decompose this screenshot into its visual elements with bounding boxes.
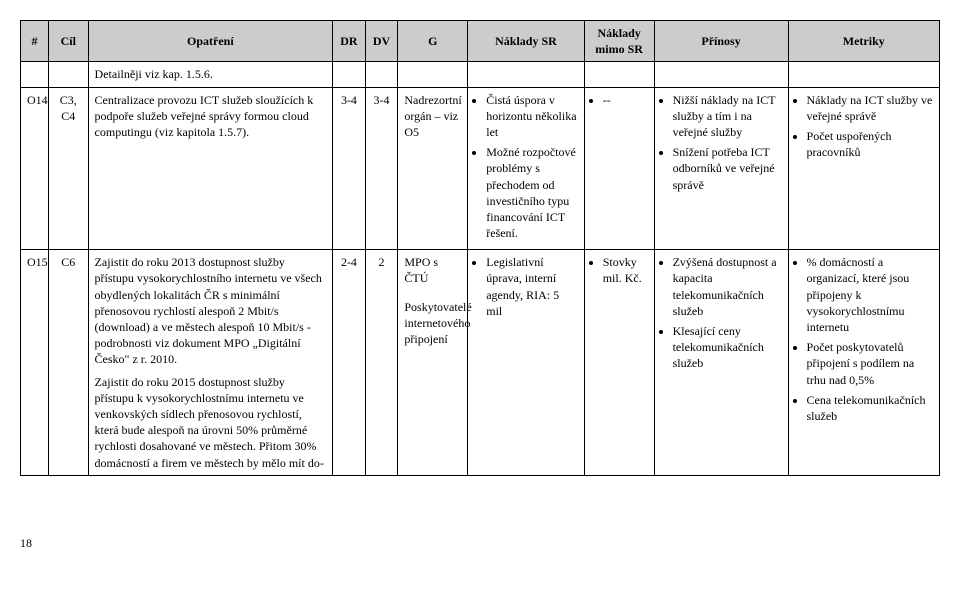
list-item: Počet uspořených pracovníků xyxy=(807,128,933,160)
cell-opatreni: Zajistit do roku 2013 dostupnost služby … xyxy=(88,250,333,475)
cell-empty xyxy=(365,62,398,87)
main-table: # Cíl Opatření DR DV G Náklady SR Náklad… xyxy=(20,20,940,476)
list-item: Cena telekomunikačních služeb xyxy=(807,392,933,424)
cell-metriky: Náklady na ICT služby ve veřejné správě … xyxy=(788,87,939,250)
cell-empty xyxy=(333,62,366,87)
list-item: Legislativní úprava, interní agendy, RIA… xyxy=(486,254,577,319)
g-p1: MPO s ČTÚ xyxy=(404,254,461,286)
col-opatreni: Opatření xyxy=(88,21,333,62)
opatreni-p2: Zajistit do roku 2015 dostupnost služby … xyxy=(95,374,327,471)
col-naklady-sr: Náklady SR xyxy=(468,21,584,62)
cell-naklady-sr: Čistá úspora v horizontu několika let Mo… xyxy=(468,87,584,250)
cell-dr: 3-4 xyxy=(333,87,366,250)
cell-empty xyxy=(584,62,654,87)
cell-empty xyxy=(468,62,584,87)
cell-detail-opatreni: Detailněji viz kap. 1.5.6. xyxy=(88,62,333,87)
table-header-row: # Cíl Opatření DR DV G Náklady SR Náklad… xyxy=(21,21,940,62)
cell-cil: C6 xyxy=(48,250,88,475)
cell-dv: 2 xyxy=(365,250,398,475)
detail-row: Detailněji viz kap. 1.5.6. xyxy=(21,62,940,87)
opatreni-p1: Zajistit do roku 2013 dostupnost služby … xyxy=(95,254,327,367)
cell-prinosy: Zvýšená dostupnost a kapacita telekomuni… xyxy=(654,250,788,475)
list-item: Počet poskytovatelů připojení s podílem … xyxy=(807,339,933,388)
list-item: Čistá úspora v horizontu několika let xyxy=(486,92,577,141)
table-row: O14 C3, C4 Centralizace provozu ICT služ… xyxy=(21,87,940,250)
col-hash: # xyxy=(21,21,49,62)
col-cil: Cíl xyxy=(48,21,88,62)
table-row: O15 C6 Zajistit do roku 2013 dostupnost … xyxy=(21,250,940,475)
col-metriky: Metriky xyxy=(788,21,939,62)
cell-empty xyxy=(398,62,468,87)
cell-cil: C3, C4 xyxy=(48,87,88,250)
list-item: Náklady na ICT služby ve veřejné správě xyxy=(807,92,933,124)
list-item: Možné rozpočtové problémy s přechodem od… xyxy=(486,144,577,241)
cell-empty xyxy=(788,62,939,87)
cell-dr: 2-4 xyxy=(333,250,366,475)
list-item: Stovky mil. Kč. xyxy=(603,254,648,286)
cell-prinosy: Nižší náklady na ICT služby a tím i na v… xyxy=(654,87,788,250)
col-dv: DV xyxy=(365,21,398,62)
list-item: -- xyxy=(603,92,648,108)
col-prinosy: Přínosy xyxy=(654,21,788,62)
cell-naklady-mimo: Stovky mil. Kč. xyxy=(584,250,654,475)
cell-empty xyxy=(21,62,49,87)
list-item: Klesající ceny telekomunikačních služeb xyxy=(673,323,782,372)
cell-metriky: % domácností a organizací, které jsou př… xyxy=(788,250,939,475)
cell-hash: O15 xyxy=(21,250,49,475)
cell-empty xyxy=(654,62,788,87)
cell-g: Nadrezortní orgán – viz O5 xyxy=(398,87,468,250)
cell-naklady-mimo: -- xyxy=(584,87,654,250)
cell-naklady-sr: Legislativní úprava, interní agendy, RIA… xyxy=(468,250,584,475)
list-item: % domácností a organizací, které jsou př… xyxy=(807,254,933,335)
cell-dv: 3-4 xyxy=(365,87,398,250)
list-item: Snížení potřeba ICT odborníků ve veřejné… xyxy=(673,144,782,193)
page-number: 18 xyxy=(20,536,940,551)
cell-opatreni: Centralizace provozu ICT služeb sloužící… xyxy=(88,87,333,250)
g-p2: Poskytovatelé internetového připojení xyxy=(404,299,461,348)
col-g: G xyxy=(398,21,468,62)
list-item: Nižší náklady na ICT služby a tím i na v… xyxy=(673,92,782,141)
cell-hash: O14 xyxy=(21,87,49,250)
cell-g: MPO s ČTÚ Poskytovatelé internetového př… xyxy=(398,250,468,475)
cell-empty xyxy=(48,62,88,87)
col-naklady-mimo: Náklady mimo SR xyxy=(584,21,654,62)
col-dr: DR xyxy=(333,21,366,62)
list-item: Zvýšená dostupnost a kapacita telekomuni… xyxy=(673,254,782,319)
